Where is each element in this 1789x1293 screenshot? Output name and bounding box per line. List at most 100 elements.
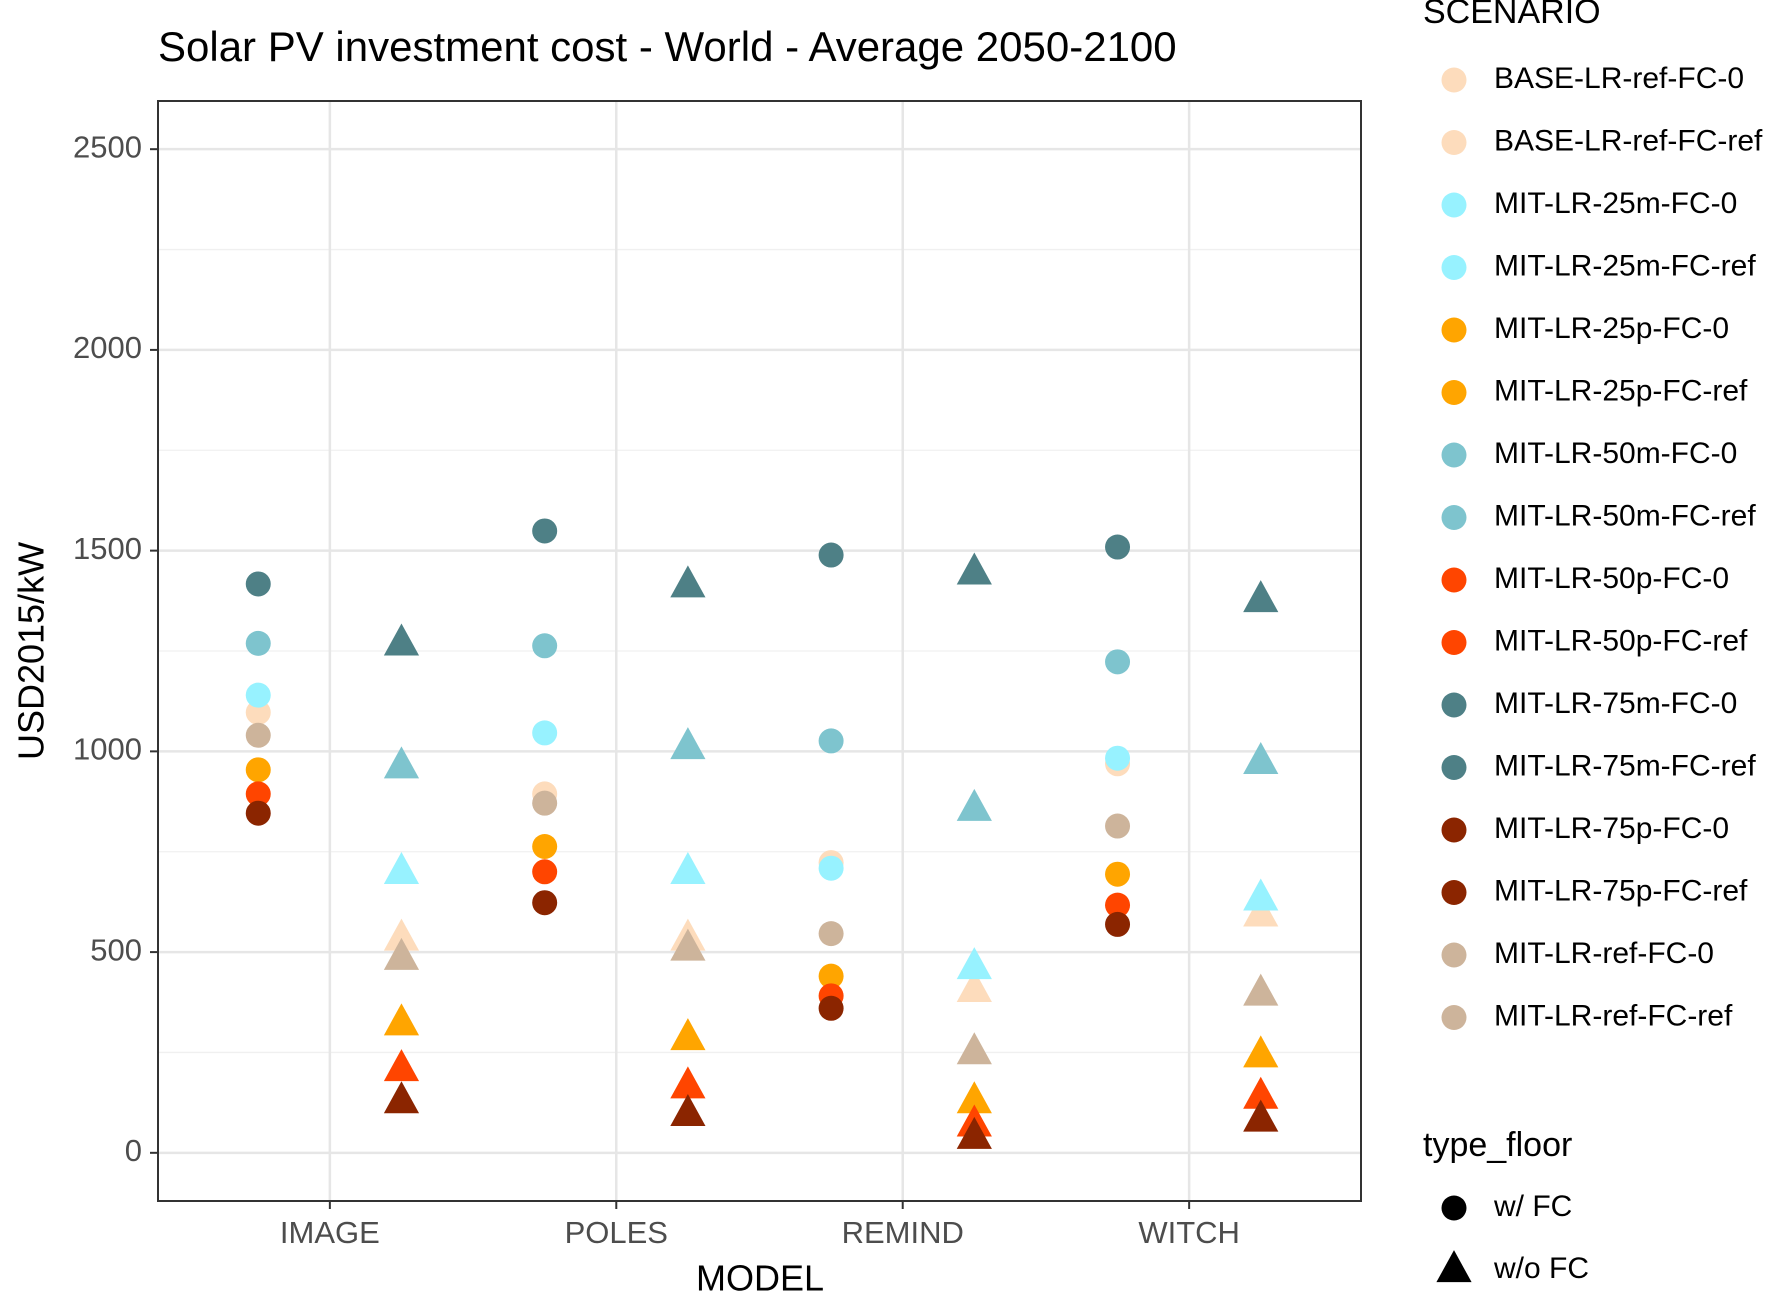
legend-label: MIT-LR-ref-FC-0 xyxy=(1494,937,1714,970)
point xyxy=(1243,973,1279,1006)
point xyxy=(383,1049,420,1082)
point xyxy=(383,851,420,884)
point xyxy=(670,727,706,760)
legend-title: type_floor xyxy=(1423,1126,1572,1164)
legend-label: MIT-LR-25m-FC-ref xyxy=(1494,249,1756,282)
x-tick-label: REMIND xyxy=(842,1215,964,1250)
point xyxy=(383,623,420,656)
legend-marker xyxy=(1441,505,1467,530)
legend-marker xyxy=(1441,942,1467,968)
legend-title: SCENARIO xyxy=(1423,0,1601,31)
point xyxy=(818,921,844,947)
legend-label: MIT-LR-75p-FC-ref xyxy=(1494,874,1748,907)
legend-label: MIT-LR-75m-FC-ref xyxy=(1494,749,1756,782)
legend-label: MIT-LR-25p-FC-0 xyxy=(1494,312,1729,345)
point xyxy=(1105,861,1131,887)
legend-label: MIT-LR-50p-FC-ref xyxy=(1494,624,1748,657)
point xyxy=(383,746,420,779)
point xyxy=(532,633,558,659)
y-tick-label: 2000 xyxy=(73,330,142,365)
point xyxy=(1243,741,1279,774)
legend-marker xyxy=(1436,1250,1472,1283)
legend-label: MIT-LR-25p-FC-ref xyxy=(1494,374,1748,407)
point xyxy=(956,552,992,585)
legend-label: MIT-LR-75m-FC-0 xyxy=(1494,687,1737,720)
point xyxy=(818,963,844,989)
point xyxy=(1105,745,1131,771)
legend-marker xyxy=(1441,317,1467,343)
point xyxy=(670,1066,706,1099)
legend-label: MIT-LR-75p-FC-0 xyxy=(1494,812,1729,845)
point xyxy=(670,565,706,598)
y-axis-label: USD2015/kW xyxy=(11,542,52,760)
point xyxy=(818,728,844,754)
legend-marker xyxy=(1441,817,1467,843)
legend-marker xyxy=(1441,130,1467,155)
legend-marker xyxy=(1441,380,1467,405)
point xyxy=(245,757,271,783)
point xyxy=(670,1018,706,1051)
x-axis-label: MODEL xyxy=(696,1258,824,1293)
y-tick-label: 1500 xyxy=(73,531,142,566)
point xyxy=(1105,813,1131,839)
legend-marker xyxy=(1441,1005,1467,1030)
point xyxy=(670,1094,706,1127)
legend-marker xyxy=(1441,67,1467,93)
point xyxy=(245,781,271,807)
chart-title: Solar PV investment cost - World - Avera… xyxy=(158,23,1177,70)
legend-marker xyxy=(1441,692,1467,718)
point xyxy=(532,720,558,746)
point xyxy=(383,918,420,951)
point xyxy=(245,630,271,656)
point xyxy=(1243,1035,1279,1068)
x-tick-label: IMAGE xyxy=(280,1215,380,1250)
point xyxy=(956,788,992,821)
point xyxy=(956,1116,992,1149)
point xyxy=(532,859,558,885)
legend-label: MIT-LR-50m-FC-ref xyxy=(1494,499,1756,532)
point xyxy=(956,969,992,1002)
point xyxy=(670,851,706,884)
y-tick-label: 2500 xyxy=(73,129,142,164)
point xyxy=(532,890,558,916)
point xyxy=(383,937,420,970)
legend-label: w/o FC xyxy=(1493,1252,1589,1285)
point xyxy=(245,800,271,826)
legend-label: w/ FC xyxy=(1493,1190,1572,1223)
point xyxy=(532,790,558,816)
point xyxy=(1105,892,1131,918)
point xyxy=(1105,911,1131,937)
legend-marker xyxy=(1441,630,1467,655)
legend-label: MIT-LR-50m-FC-0 xyxy=(1494,437,1737,470)
point xyxy=(1243,894,1279,927)
point xyxy=(1105,649,1131,675)
point xyxy=(1243,1076,1279,1109)
point xyxy=(956,947,992,980)
legend-marker xyxy=(1441,192,1467,218)
legend-marker xyxy=(1441,442,1467,468)
point xyxy=(670,928,706,961)
legend-label: BASE-LR-ref-FC-ref xyxy=(1494,124,1763,157)
legend-marker xyxy=(1441,255,1467,280)
x-tick-label: WITCH xyxy=(1138,1215,1240,1250)
point xyxy=(818,542,844,568)
point xyxy=(532,834,558,860)
legend-label: MIT-LR-ref-FC-ref xyxy=(1494,999,1733,1032)
point xyxy=(1243,580,1279,613)
panel-border xyxy=(157,100,1362,1202)
point xyxy=(245,571,271,597)
y-tick-label: 0 xyxy=(125,1133,142,1168)
point xyxy=(532,518,558,544)
legend-marker xyxy=(1441,880,1467,905)
legend-marker xyxy=(1441,1195,1467,1221)
legend-label: BASE-LR-ref-FC-0 xyxy=(1494,62,1744,95)
point xyxy=(245,682,271,708)
point xyxy=(956,1081,992,1114)
point xyxy=(383,1003,420,1036)
point xyxy=(1243,878,1279,911)
point xyxy=(245,722,271,748)
legend-label: MIT-LR-50p-FC-0 xyxy=(1494,562,1729,595)
